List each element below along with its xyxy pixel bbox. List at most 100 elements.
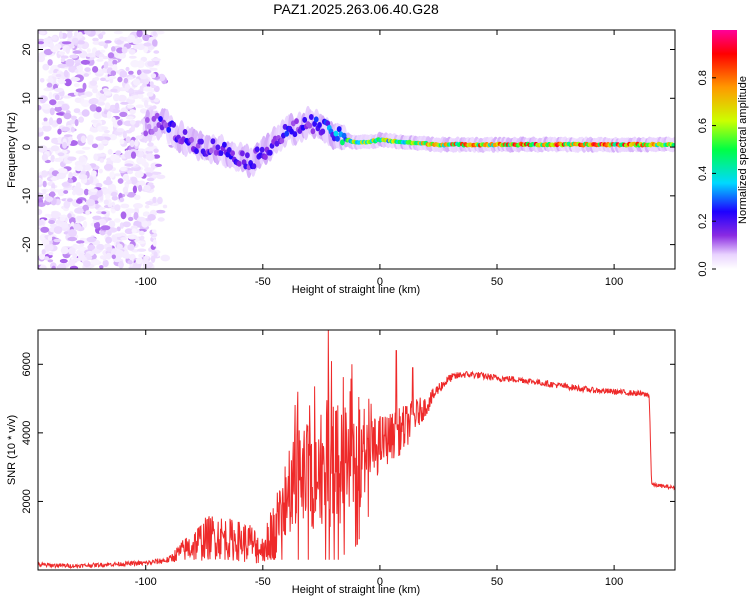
heatmap-cell — [106, 246, 113, 252]
heatmap-cell — [117, 53, 124, 60]
heatmap-cell — [83, 220, 88, 228]
heatmap-cell — [116, 243, 123, 250]
heatmap-cell — [56, 117, 63, 125]
heatmap-cell — [112, 93, 120, 102]
heatmap-cell — [116, 128, 124, 133]
heatmap-cell — [93, 111, 102, 120]
heatmap-cell — [49, 41, 54, 50]
heatmap-cell — [136, 38, 143, 44]
heatmap-cell — [85, 53, 93, 57]
heatmap-cell — [111, 254, 117, 260]
heatmap-cell — [115, 150, 122, 156]
heatmap-cell — [60, 103, 70, 111]
heatmap-cell — [77, 31, 83, 39]
heatmap-cell — [62, 141, 68, 149]
spectrogram-x-label: Height of straight line (km) — [292, 284, 420, 296]
heatmap-cell — [39, 253, 46, 260]
colorbar-tick-label: 0.0 — [697, 261, 709, 276]
heatmap-cell — [47, 235, 53, 241]
heatmap-cell — [62, 95, 72, 99]
snr-x-tick-label: -100 — [135, 576, 157, 588]
heatmap-cell — [109, 171, 115, 178]
heatmap-cell — [57, 152, 65, 157]
heatmap-cell — [111, 46, 116, 52]
heatmap-cell — [171, 121, 177, 128]
heatmap-cell — [150, 73, 157, 79]
colorbar-ticks: 0.0 0.2 0.4 0.6 0.8 — [697, 70, 716, 277]
heatmap-cell — [99, 158, 105, 163]
heatmap-cell — [135, 257, 143, 264]
heatmap-cell — [110, 88, 118, 93]
heatmap-cell — [124, 163, 134, 167]
heatmap-cell — [136, 30, 143, 38]
heatmap-cell — [41, 249, 46, 255]
heatmap-cell — [153, 97, 160, 103]
colorbar-tick-label: 0.2 — [697, 214, 709, 229]
heatmap-cell — [82, 82, 87, 90]
heatmap-cell — [142, 34, 151, 42]
spectrogram-y-tick-label: 20 — [21, 43, 33, 55]
heatmap-cell — [162, 204, 168, 209]
heatmap-cell — [71, 37, 79, 44]
heatmap-cell — [43, 48, 53, 56]
spectrogram-frame — [37, 29, 676, 270]
heatmap-cell — [91, 249, 101, 254]
heatmap-cell — [38, 219, 44, 226]
heatmap-cell — [83, 188, 89, 196]
heatmap-cell — [132, 95, 140, 99]
heatmap-cell — [279, 137, 285, 144]
heatmap-cell — [83, 73, 90, 77]
heatmap-cell — [68, 259, 76, 267]
heatmap-cell — [155, 30, 165, 35]
spectrogram-x-axis: -100 -50 0 50 100 — [135, 30, 623, 288]
heatmap-cell — [106, 111, 112, 119]
heatmap-cell — [310, 128, 316, 135]
heatmap-cell — [116, 39, 122, 45]
heatmap-cell — [104, 102, 111, 110]
heatmap-cell — [132, 185, 137, 194]
spectrogram-x-tick-label: -100 — [135, 276, 157, 288]
heatmap-cell — [151, 171, 162, 175]
heatmap-cell — [119, 197, 125, 202]
heatmap-cell — [151, 58, 161, 62]
spectrogram-y-label: Frequency (Hz) — [6, 112, 18, 188]
heatmap-cell — [86, 236, 97, 243]
heatmap-cell — [99, 265, 104, 269]
heatmap-cell — [48, 91, 53, 100]
heatmap-cell — [263, 154, 268, 160]
snr-x-tick-label: 100 — [605, 576, 623, 588]
colorbar-gradient — [712, 30, 737, 269]
heatmap-cell — [38, 54, 46, 63]
heatmap-cell — [60, 246, 69, 255]
heatmap-cell — [42, 63, 50, 71]
heatmap-cell — [50, 145, 60, 152]
heatmap-cell — [251, 163, 257, 170]
heatmap-cell — [133, 203, 143, 209]
spectrogram-heatmap — [38, 30, 675, 269]
heatmap-cell — [107, 230, 112, 236]
heatmap-cell — [136, 69, 142, 76]
heatmap-cell — [114, 102, 120, 110]
heatmap-cell — [67, 178, 74, 184]
heatmap-cell — [119, 138, 125, 145]
spectrogram-x-tick-label: -50 — [255, 276, 271, 288]
heatmap-cell — [320, 128, 326, 135]
heatmap-cell — [98, 168, 103, 174]
heatmap-cell — [145, 146, 154, 152]
heatmap-cell — [143, 130, 149, 137]
heatmap-cell — [70, 77, 81, 82]
heatmap-cell — [38, 208, 43, 216]
heatmap-cell — [222, 141, 227, 148]
heatmap-cell — [128, 216, 134, 222]
heatmap-cell — [47, 259, 54, 263]
heatmap-cell — [89, 80, 98, 86]
heatmap-cell — [125, 208, 135, 214]
heatmap-cell — [38, 127, 44, 133]
heatmap-cell — [143, 257, 149, 265]
heatmap-cell — [143, 99, 149, 107]
heatmap-cell — [335, 135, 340, 142]
spectrogram-x-tick-label: 0 — [377, 276, 383, 288]
heatmap-cell — [38, 202, 46, 207]
